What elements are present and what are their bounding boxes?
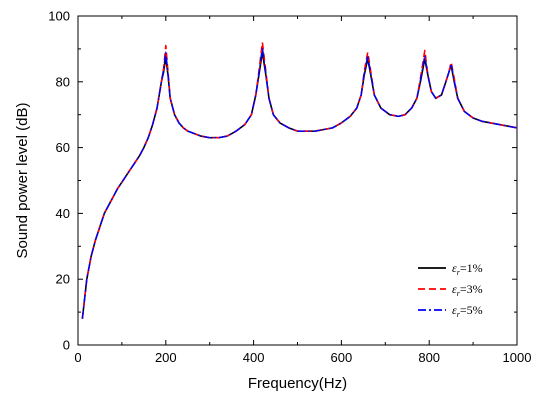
x-tick-label: 0 xyxy=(74,350,81,365)
legend-subscript: r xyxy=(457,268,461,277)
legend-symbol: ε xyxy=(452,303,457,317)
legend: εr=1% εr=3% εr=5% xyxy=(418,261,483,319)
legend-subscript: r xyxy=(457,310,461,319)
y-tick-label: 0 xyxy=(63,338,70,353)
legend-symbol: ε xyxy=(452,282,457,296)
legend-entry-3: εr=5% xyxy=(418,303,483,319)
x-tick-label: 400 xyxy=(243,350,265,365)
legend-label-2: εr=3% xyxy=(452,282,483,298)
y-axis: 0 20 40 60 80 100 xyxy=(48,9,517,353)
y-tick-label: 100 xyxy=(48,9,70,24)
series-line-1 xyxy=(81,51,518,319)
y-tick-label: 40 xyxy=(56,206,70,221)
legend-value-3: =5% xyxy=(460,303,483,317)
y-axis-title: Sound power level (dB) xyxy=(14,103,31,259)
y-tick-label: 60 xyxy=(56,140,70,155)
y-tick-label: 20 xyxy=(56,272,70,287)
series-line-2 xyxy=(81,41,518,319)
legend-entry-2: εr=3% xyxy=(418,282,483,298)
y-tick-label: 80 xyxy=(56,74,70,89)
legend-symbol: ε xyxy=(452,261,457,275)
legend-value-2: =3% xyxy=(460,282,483,296)
legend-label-3: εr=5% xyxy=(452,303,483,319)
legend-subscript: r xyxy=(457,289,461,298)
series-layer xyxy=(81,41,518,319)
x-tick-label: 600 xyxy=(331,350,353,365)
x-axis: 0 200 400 600 800 1000 xyxy=(74,16,531,365)
legend-value-1: =1% xyxy=(460,261,483,275)
x-axis-title: Frequency(Hz) xyxy=(248,375,347,392)
x-tick-label: 1000 xyxy=(503,350,532,365)
x-tick-label: 200 xyxy=(155,350,177,365)
legend-entry-1: εr=1% xyxy=(418,261,483,277)
series-line-3 xyxy=(81,46,518,319)
x-tick-label: 800 xyxy=(418,350,440,365)
legend-label-1: εr=1% xyxy=(452,261,483,277)
